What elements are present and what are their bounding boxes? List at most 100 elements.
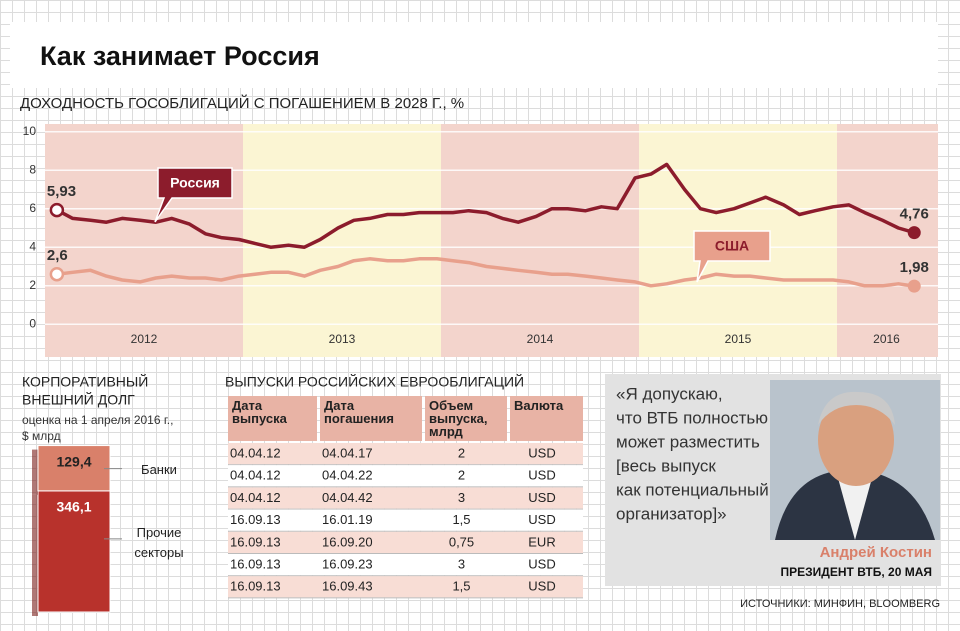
table-row: [228, 487, 583, 509]
year-band: [837, 124, 938, 357]
table-title: ВЫПУСКИ РОССИЙСКИХ ЕВРООБЛИГАЦИЙ: [225, 373, 524, 390]
table-cell: 16.09.13: [230, 579, 281, 594]
quote-name: Андрей Костин: [820, 544, 932, 561]
start-point: [49, 266, 65, 282]
table-row: [228, 576, 583, 598]
table-cell: 1,5: [452, 579, 470, 594]
table-row: [228, 531, 583, 553]
x-tick-label: 2016: [873, 332, 900, 346]
table-cell: 0,75: [449, 534, 474, 549]
value-label: 2,6: [47, 247, 68, 264]
debt-title: КОРПОРАТИВНЫЙ: [22, 373, 148, 390]
legend-label: Прочие секторы: [134, 524, 184, 560]
y-tick-label: 4: [29, 239, 36, 253]
title-panel: [10, 22, 938, 88]
legend-label-box: Прочие секторы: [134, 524, 184, 560]
quote-line: организатор]»: [616, 504, 727, 523]
table-header-box: Валюта: [514, 399, 564, 413]
quote-line: «Я допускаю,: [616, 384, 723, 403]
value-label: 1,98: [900, 259, 929, 276]
table-cell: 2: [458, 446, 465, 461]
legend-label: Банки: [141, 461, 177, 477]
year-band: [243, 124, 442, 357]
debt-subtitle: оценка на 1 апреля 2016 г.,: [22, 413, 173, 427]
y-tick-label: 6: [29, 201, 36, 215]
table-cell: 04.04.12: [230, 468, 281, 483]
table-cell: 3: [458, 490, 465, 505]
x-tick-label: 2014: [527, 332, 554, 346]
bar-segment: [37, 490, 111, 613]
debt-subtitle: $ млрд: [22, 429, 61, 443]
table-header-box: Дата выпуска: [232, 399, 287, 425]
page-title: Как занимает Россия: [40, 41, 320, 71]
table-cell: 16.09.43: [322, 579, 373, 594]
table-row: [228, 443, 583, 465]
table-cell: USD: [528, 468, 555, 483]
table-header: Объем выпуска, млрд: [429, 399, 488, 439]
table-header: Валюта: [514, 399, 564, 413]
series-line: [56, 257, 915, 288]
legend-label-box: Банки: [141, 461, 177, 477]
table-header-cell: [510, 396, 583, 441]
y-tick-label: 2: [29, 278, 36, 292]
table-cell: 16.01.19: [322, 512, 373, 527]
table-cell: USD: [528, 557, 555, 572]
table-cell: USD: [528, 490, 555, 505]
table-header-box: Дата погашения: [324, 399, 394, 425]
quote-position: ПРЕЗИДЕНТ ВТБ, 20 МАЯ: [781, 565, 932, 579]
quote-line: как потенциальный: [616, 480, 769, 499]
table-header-cell: [228, 396, 317, 441]
table-cell: EUR: [528, 534, 555, 549]
table-cell: USD: [528, 579, 555, 594]
x-tick-label: 2012: [131, 332, 158, 346]
value-label: 5,93: [47, 183, 76, 200]
series-name: Россия: [170, 175, 220, 191]
bar-shadow: [32, 449, 38, 495]
bar-shadow: [32, 494, 38, 616]
photo-shirt: [838, 478, 872, 540]
table-cell: 1,5: [452, 512, 470, 527]
photo-face: [818, 394, 894, 486]
photo: [770, 380, 940, 540]
table-header-cell: [320, 396, 422, 441]
table-cell: 3: [458, 557, 465, 572]
start-point: [49, 202, 65, 218]
quote-line: [весь выпуск: [616, 456, 716, 475]
table-header-box: Объем выпуска, млрд: [429, 399, 488, 439]
series-name: США: [715, 238, 749, 254]
y-tick-label: 0: [29, 316, 36, 330]
quote-line: что ВТБ полностью: [616, 408, 768, 427]
table-cell: 16.09.23: [322, 557, 373, 572]
table-cell: 16.09.13: [230, 557, 281, 572]
table-row: [228, 509, 583, 531]
year-band: [45, 124, 244, 357]
y-tick-label: 8: [29, 162, 36, 176]
table-cell: 16.09.13: [230, 534, 281, 549]
year-band: [441, 124, 640, 357]
table-cell: 04.04.42: [322, 490, 373, 505]
photo-hair: [818, 391, 895, 425]
source: ИСТОЧНИКИ: МИНФИН, BLOOMBERG: [740, 598, 940, 610]
table-cell: 04.04.12: [230, 490, 281, 505]
table-row: [228, 465, 583, 487]
x-tick-label: 2015: [725, 332, 752, 346]
end-point: [907, 226, 921, 240]
x-tick-label: 2013: [329, 332, 356, 346]
value-label: 346,1: [56, 499, 91, 515]
y-tick-label: 10: [23, 124, 37, 138]
table-cell: 04.04.12: [230, 446, 281, 461]
chart-title: ДОХОДНОСТЬ ГОСОБЛИГАЦИЙ С ПОГАШЕНИЕМ В 2…: [20, 94, 464, 112]
table-cell: 04.04.22: [322, 468, 373, 483]
debt-title: ВНЕШНИЙ ДОЛГ: [22, 391, 135, 408]
table-cell: 16.09.20: [322, 534, 373, 549]
name-panel: [605, 540, 941, 586]
table-cell: 04.04.17: [322, 446, 373, 461]
series-line: [56, 162, 915, 249]
table-cell: USD: [528, 512, 555, 527]
value-label: 129,4: [56, 453, 91, 469]
table-header-cell: [425, 396, 507, 441]
name-flag: [154, 167, 233, 223]
